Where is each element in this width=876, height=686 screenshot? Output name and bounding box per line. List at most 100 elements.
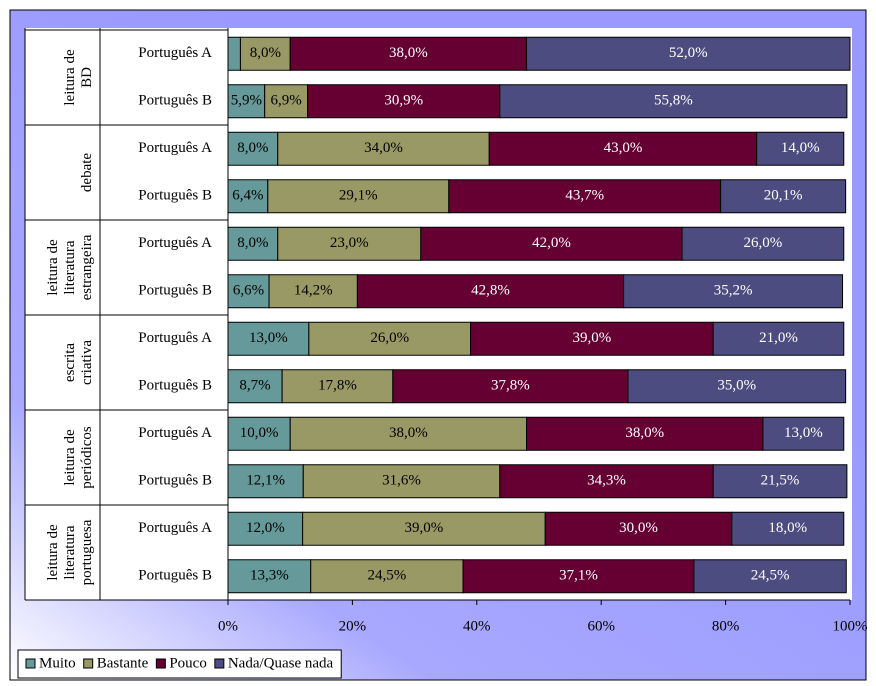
bar-segment (302, 511, 546, 546)
data-label: 24,5% (368, 568, 407, 584)
data-label: 8,0% (250, 45, 281, 61)
data-label: 43,7% (565, 188, 604, 204)
data-label: 8,0% (237, 140, 268, 156)
group-label: leitura deliteraturaestrangeira (45, 234, 95, 300)
legend-label: Bastante (97, 655, 149, 671)
y-tick-label: Português A (138, 235, 212, 251)
data-label: 34,0% (364, 140, 403, 156)
bar-segment (762, 416, 845, 451)
bar-segment (281, 369, 394, 404)
data-label: 14,0% (781, 140, 820, 156)
bar-segment (356, 274, 625, 309)
y-tick-label: Português B (138, 283, 212, 299)
data-label: 14,2% (294, 283, 333, 299)
bar-segment (227, 416, 291, 451)
y-tick-label: Português A (138, 520, 212, 536)
data-label: 42,0% (532, 235, 571, 251)
bar-segment (720, 179, 847, 214)
legend: Muito Bastante Pouco Nada/Quase nada (17, 649, 342, 679)
data-label: 37,8% (491, 378, 530, 394)
group-label-line: literatura (62, 525, 78, 579)
label-area (25, 28, 228, 600)
group-label-line: debate (79, 153, 95, 192)
data-label: 12,0% (246, 520, 285, 536)
group-label: leitura deperiódicos (62, 426, 95, 489)
data-label: 39,0% (405, 520, 444, 536)
group-label-line: leitura de (45, 239, 61, 296)
bar-segment (526, 416, 764, 451)
data-label: 34,3% (587, 473, 626, 489)
bar-segment (227, 369, 283, 404)
data-label: 5,9% (231, 93, 262, 109)
bar-segment (526, 36, 851, 71)
legend-label: Nada/Quase nada (228, 655, 334, 671)
bar-segment (731, 511, 845, 546)
bar-segment (623, 274, 844, 309)
data-label: 13,0% (784, 425, 823, 441)
data-label: 13,0% (249, 330, 288, 346)
bar-segment (277, 131, 490, 166)
data-label: 30,0% (619, 520, 658, 536)
group-label-line: portuguesa (79, 519, 95, 585)
bar-segment (756, 131, 845, 166)
bar-segment (712, 464, 848, 499)
bar-segment (448, 179, 722, 214)
group-label-line: literatura (62, 240, 78, 294)
data-label: 26,0% (370, 330, 409, 346)
group-label-line: periódicos (79, 426, 95, 489)
group-label-line: criativa (79, 340, 95, 385)
bar-segment (627, 369, 847, 404)
data-label: 12,1% (246, 473, 285, 489)
group-label: debate (79, 153, 95, 192)
bar-segment (289, 36, 528, 71)
data-label: 35,2% (714, 283, 753, 299)
legend-label: Muito (39, 655, 76, 671)
y-tick-label: Português B (138, 188, 212, 204)
bar-segment (227, 464, 304, 499)
y-tick-label: Português B (138, 473, 212, 489)
data-label: 17,8% (318, 378, 357, 394)
data-label: 30,9% (384, 93, 423, 109)
data-label: 24,5% (751, 568, 790, 584)
data-label: 38,0% (625, 425, 664, 441)
data-label: 52,0% (669, 45, 708, 61)
bar-segment (227, 36, 241, 71)
data-label: 37,1% (559, 568, 598, 584)
bar-segment (499, 464, 714, 499)
data-label: 8,0% (237, 235, 268, 251)
y-tick-label: Português A (138, 425, 212, 441)
bar-segment (392, 369, 629, 404)
group-label-line: BD (79, 67, 95, 88)
x-tick-label: 100% (833, 618, 868, 634)
data-label: 43,0% (604, 140, 643, 156)
bar-segment (712, 321, 845, 356)
bar-segment (227, 226, 279, 261)
bar-segment (267, 179, 450, 214)
bar-segment (681, 226, 845, 261)
x-tick-label: 0% (218, 618, 238, 634)
plot-area (228, 28, 852, 600)
data-label: 18,0% (768, 520, 807, 536)
bar-segment (693, 559, 847, 594)
bar-segment (227, 274, 270, 309)
legend-swatch (25, 658, 36, 669)
bar-segment (277, 226, 422, 261)
y-tick-label: Português B (138, 378, 212, 394)
bar-segment (227, 179, 269, 214)
x-tick-label: 80% (712, 618, 740, 634)
data-label: 6,6% (233, 283, 264, 299)
group-label-line: leitura de (62, 429, 78, 486)
data-label: 26,0% (744, 235, 783, 251)
bar-segment (289, 416, 528, 451)
data-label: 20,1% (764, 188, 803, 204)
bar-segment (302, 464, 501, 499)
data-label: 21,5% (761, 473, 800, 489)
group-label-line: estrangeira (79, 234, 95, 300)
legend-box (17, 649, 342, 679)
bar-segment (499, 84, 848, 119)
y-tick-label: Português A (138, 330, 212, 346)
x-tick-label: 60% (587, 618, 615, 634)
y-tick-label: Português A (138, 45, 212, 61)
data-label: 6,4% (232, 188, 263, 204)
bar-segment (310, 559, 464, 594)
